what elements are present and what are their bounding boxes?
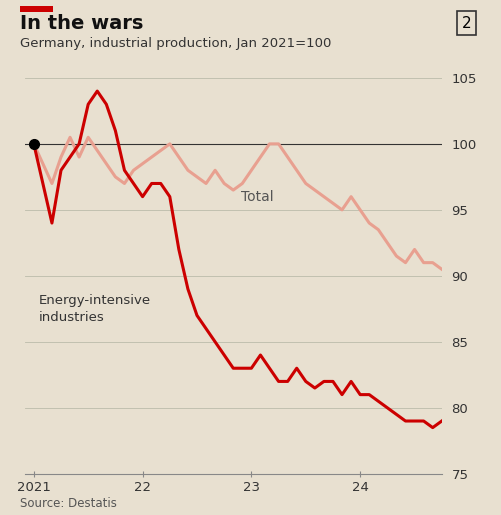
Text: In the wars: In the wars <box>20 14 143 32</box>
Text: Total: Total <box>240 190 273 203</box>
Text: Germany, industrial production, Jan 2021=100: Germany, industrial production, Jan 2021… <box>20 37 331 50</box>
Text: 2: 2 <box>461 15 471 31</box>
Text: Energy-intensive
industries: Energy-intensive industries <box>39 294 151 324</box>
Text: Source: Destatis: Source: Destatis <box>20 497 117 510</box>
